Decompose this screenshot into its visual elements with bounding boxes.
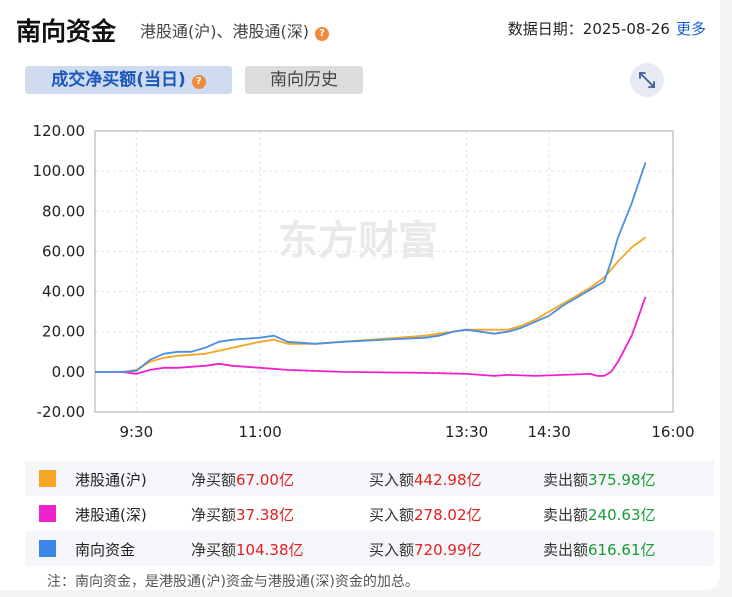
help-icon[interactable]: ? bbox=[314, 27, 329, 41]
series-line-1 bbox=[95, 236, 647, 373]
sell-value: 240.63亿 bbox=[588, 506, 656, 524]
sell-amount: 卖出额240.63亿 bbox=[543, 504, 656, 525]
south-capital-card: 南向资金 港股通(沪)、港股通(深)? 数据日期：2025-08-26 更多 成交… bbox=[0, 0, 720, 590]
date-value: 2025-08-26 bbox=[582, 20, 670, 38]
more-link[interactable]: 更多 bbox=[675, 20, 706, 38]
buy-amount: 买入额442.98亿 bbox=[369, 469, 482, 490]
x-tick-label: 13:30 bbox=[445, 423, 488, 441]
watermark: 东方财富 bbox=[278, 218, 438, 264]
buy-value: 278.02亿 bbox=[414, 506, 482, 524]
x-tick-label: 14:30 bbox=[528, 423, 571, 441]
y-tick-label: 80.00 bbox=[42, 202, 85, 220]
expand-arrows-icon[interactable] bbox=[630, 63, 664, 97]
y-tick-label: 20.00 bbox=[42, 323, 85, 341]
legend-row-sz: 港股通(深) 净买额37.38亿 买入额278.02亿 卖出额240.63亿 bbox=[25, 496, 714, 531]
y-tick-label: 40.00 bbox=[42, 283, 85, 301]
sell-value: 375.98亿 bbox=[588, 471, 656, 489]
x-tick-label: 9:30 bbox=[119, 423, 153, 441]
legend-table: 港股通(沪) 净买额67.00亿 买入额442.98亿 卖出额375.98亿 港… bbox=[25, 461, 714, 566]
legend-name: 港股通(沪) bbox=[75, 471, 147, 489]
footnote: 注：南向资金，是港股通(沪)资金与港股通(深)资金的加总。 bbox=[47, 574, 419, 590]
x-tick-label: 16:00 bbox=[651, 423, 694, 441]
series-line-2 bbox=[95, 296, 647, 377]
buy-amount: 买入额720.99亿 bbox=[369, 539, 482, 560]
sell-label: 卖出额 bbox=[543, 541, 589, 559]
buy-amount: 买入额278.02亿 bbox=[369, 504, 482, 525]
buy-value: 720.99亿 bbox=[414, 541, 482, 559]
net-buy: 净买额67.00亿 bbox=[191, 469, 294, 490]
tab-south-history[interactable]: 南向历史 bbox=[245, 66, 363, 94]
tab-label: 成交净买额(当日) bbox=[51, 70, 186, 90]
subtitle: 港股通(沪)、港股通(深)? bbox=[140, 18, 329, 42]
subtitle-text: 港股通(沪)、港股通(深) bbox=[140, 22, 309, 41]
page-title: 南向资金 bbox=[16, 17, 117, 46]
net-value: 67.00亿 bbox=[236, 471, 294, 489]
buy-label: 买入额 bbox=[369, 471, 415, 489]
sell-amount: 卖出额616.61亿 bbox=[543, 539, 656, 560]
tab-label: 南向历史 bbox=[270, 70, 338, 90]
y-tick-label: -20.00 bbox=[37, 403, 85, 421]
intraday-flow-chart: 东方财富 -20.00 0.00 20.00 40.00 60.00 80.00 100.0… bbox=[33, 122, 695, 441]
tab-help-icon[interactable]: ? bbox=[191, 75, 206, 89]
y-tick-label: 100.00 bbox=[33, 162, 86, 180]
x-tick-label: 11:00 bbox=[239, 423, 282, 441]
sell-value: 616.61亿 bbox=[588, 541, 656, 559]
net-buy: 净买额37.38亿 bbox=[191, 504, 294, 525]
date-label: 数据日期： bbox=[507, 20, 583, 38]
y-tick-label: 0.00 bbox=[52, 363, 85, 381]
net-value: 37.38亿 bbox=[236, 506, 294, 524]
plot-frame bbox=[94, 130, 674, 413]
net-buy: 净买额104.38亿 bbox=[191, 539, 304, 560]
tab-net-buy-today[interactable]: 成交净买额(当日)? bbox=[25, 66, 232, 94]
data-date: 数据日期：2025-08-26 更多 bbox=[508, 18, 706, 39]
buy-label: 买入额 bbox=[369, 506, 415, 524]
sell-label: 卖出额 bbox=[543, 506, 589, 524]
y-tick-label: 60.00 bbox=[42, 242, 85, 260]
y-tick-label: 120.00 bbox=[33, 122, 86, 140]
legend-swatch bbox=[39, 505, 56, 522]
legend-name: 南向资金 bbox=[75, 541, 136, 559]
legend-row-total: 南向资金 净买额104.38亿 买入额720.99亿 卖出额616.61亿 bbox=[25, 531, 714, 566]
buy-label: 买入额 bbox=[369, 541, 415, 559]
sell-amount: 卖出额375.98亿 bbox=[543, 469, 656, 490]
legend-swatch bbox=[39, 470, 56, 487]
sell-label: 卖出额 bbox=[543, 471, 589, 489]
legend-swatch bbox=[39, 540, 56, 557]
series-line-3 bbox=[95, 162, 647, 373]
legend-name: 港股通(深) bbox=[75, 506, 147, 524]
net-label: 净买额 bbox=[191, 506, 237, 524]
legend-row-sh: 港股通(沪) 净买额67.00亿 买入额442.98亿 卖出额375.98亿 bbox=[25, 461, 714, 496]
header: 南向资金 港股通(沪)、港股通(深)? 数据日期：2025-08-26 更多 bbox=[16, 10, 706, 46]
net-value: 104.38亿 bbox=[236, 541, 304, 559]
net-label: 净买额 bbox=[191, 541, 237, 559]
net-label: 净买额 bbox=[191, 471, 237, 489]
buy-value: 442.98亿 bbox=[414, 471, 482, 489]
